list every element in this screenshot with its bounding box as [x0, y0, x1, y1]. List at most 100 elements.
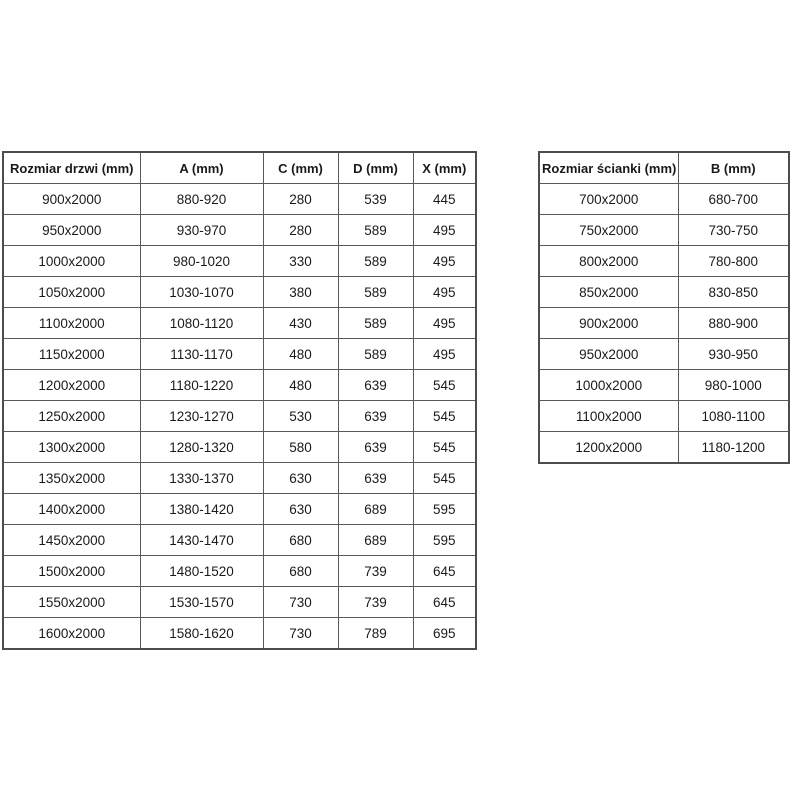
- table-row: 1300x2000 1280-1320 580 639 545: [2, 431, 477, 463]
- door-table-header-row: Rozmiar drzwi (mm) A (mm) C (mm) D (mm) X (m…: [2, 151, 477, 184]
- table-cell: 1080-1100: [677, 400, 790, 432]
- table-row: 1450x2000 1430-1470 680 689 595: [2, 524, 477, 556]
- table-cell: 1450x2000: [2, 524, 141, 556]
- table-cell: 630: [262, 462, 339, 494]
- column-header: X (mm): [412, 151, 477, 184]
- table-row: 1100x2000 1080-1120 430 589 495: [2, 307, 477, 339]
- table-row: 1400x2000 1380-1420 630 689 595: [2, 493, 477, 525]
- table-cell: 630: [262, 493, 339, 525]
- table-cell: 1580-1620: [139, 617, 264, 650]
- table-cell: 280: [262, 183, 339, 215]
- table-cell: 545: [412, 400, 477, 432]
- table-cell: 880-900: [677, 307, 790, 339]
- table-cell: 545: [412, 369, 477, 401]
- table-cell: 950x2000: [538, 338, 679, 370]
- table-cell: 589: [337, 338, 414, 370]
- table-cell: 1080-1120: [139, 307, 264, 339]
- table-cell: 480: [262, 369, 339, 401]
- table-row: 1500x2000 1480-1520 680 739 645: [2, 555, 477, 587]
- table-row: 1100x2000 1080-1100: [538, 400, 790, 432]
- table-cell: 495: [412, 276, 477, 308]
- table-cell: 1100x2000: [2, 307, 141, 339]
- table-cell: 689: [337, 524, 414, 556]
- table-cell: 730: [262, 586, 339, 618]
- table-cell: 750x2000: [538, 214, 679, 246]
- table-cell: 1230-1270: [139, 400, 264, 432]
- table-cell: 589: [337, 245, 414, 277]
- table-cell: 530: [262, 400, 339, 432]
- table-cell: 780-800: [677, 245, 790, 277]
- table-cell: 730: [262, 617, 339, 650]
- table-cell: 880-920: [139, 183, 264, 215]
- table-cell: 850x2000: [538, 276, 679, 308]
- table-cell: 480: [262, 338, 339, 370]
- table-row: 1000x2000 980-1020 330 589 495: [2, 245, 477, 277]
- table-cell: 739: [337, 555, 414, 587]
- table-cell: 1530-1570: [139, 586, 264, 618]
- table-cell: 980-1000: [677, 369, 790, 401]
- table-cell: 595: [412, 524, 477, 556]
- table-cell: 1030-1070: [139, 276, 264, 308]
- table-row: 1150x2000 1130-1170 480 589 495: [2, 338, 477, 370]
- table-cell: 589: [337, 276, 414, 308]
- table-cell: 280: [262, 214, 339, 246]
- table-cell: 1500x2000: [2, 555, 141, 587]
- table-row: 1200x2000 1180-1220 480 639 545: [2, 369, 477, 401]
- table-cell: 1000x2000: [2, 245, 141, 277]
- table-row: 800x2000 780-800: [538, 245, 790, 277]
- table-cell: 1350x2000: [2, 462, 141, 494]
- table-cell: 545: [412, 431, 477, 463]
- column-header: Rozmiar drzwi (mm): [2, 151, 141, 184]
- table-cell: 580: [262, 431, 339, 463]
- table-cell: 1000x2000: [538, 369, 679, 401]
- table-cell: 950x2000: [2, 214, 141, 246]
- table-cell: 589: [337, 307, 414, 339]
- table-row: 1050x2000 1030-1070 380 589 495: [2, 276, 477, 308]
- table-row: 950x2000 930-950: [538, 338, 790, 370]
- table-cell: 1430-1470: [139, 524, 264, 556]
- table-cell: 1550x2000: [2, 586, 141, 618]
- table-cell: 1280-1320: [139, 431, 264, 463]
- table-row: 1600x2000 1580-1620 730 789 695: [2, 617, 477, 650]
- table-cell: 380: [262, 276, 339, 308]
- table-row: 1200x2000 1180-1200: [538, 431, 790, 464]
- table-row: 1350x2000 1330-1370 630 639 545: [2, 462, 477, 494]
- table-cell: 1050x2000: [2, 276, 141, 308]
- table-cell: 430: [262, 307, 339, 339]
- table-cell: 639: [337, 369, 414, 401]
- door-size-table: Rozmiar drzwi (mm) A (mm) C (mm) D (mm) X (m…: [2, 151, 477, 650]
- table-cell: 695: [412, 617, 477, 650]
- table-cell: 900x2000: [2, 183, 141, 215]
- table-cell: 495: [412, 338, 477, 370]
- table-cell: 1180-1200: [677, 431, 790, 464]
- column-header: A (mm): [139, 151, 264, 184]
- table-cell: 739: [337, 586, 414, 618]
- table-cell: 930-970: [139, 214, 264, 246]
- table-cell: 1180-1220: [139, 369, 264, 401]
- table-cell: 1600x2000: [2, 617, 141, 650]
- table-row: 1000x2000 980-1000: [538, 369, 790, 401]
- table-cell: 900x2000: [538, 307, 679, 339]
- table-cell: 1200x2000: [2, 369, 141, 401]
- table-cell: 495: [412, 214, 477, 246]
- wall-table-header-row: Rozmiar ścianki (mm) B (mm): [538, 151, 790, 184]
- table-row: 950x2000 930-970 280 589 495: [2, 214, 477, 246]
- table-cell: 645: [412, 586, 477, 618]
- column-header: B (mm): [677, 151, 790, 184]
- table-cell: 1400x2000: [2, 493, 141, 525]
- table-cell: 639: [337, 431, 414, 463]
- table-cell: 789: [337, 617, 414, 650]
- table-cell: 1150x2000: [2, 338, 141, 370]
- table-cell: 930-950: [677, 338, 790, 370]
- table-cell: 1300x2000: [2, 431, 141, 463]
- table-cell: 1330-1370: [139, 462, 264, 494]
- table-cell: 680: [262, 524, 339, 556]
- table-cell: 1250x2000: [2, 400, 141, 432]
- table-cell: 639: [337, 400, 414, 432]
- table-cell: 495: [412, 245, 477, 277]
- table-cell: 539: [337, 183, 414, 215]
- table-cell: 680: [262, 555, 339, 587]
- table-row: 1550x2000 1530-1570 730 739 645: [2, 586, 477, 618]
- table-cell: 545: [412, 462, 477, 494]
- table-cell: 800x2000: [538, 245, 679, 277]
